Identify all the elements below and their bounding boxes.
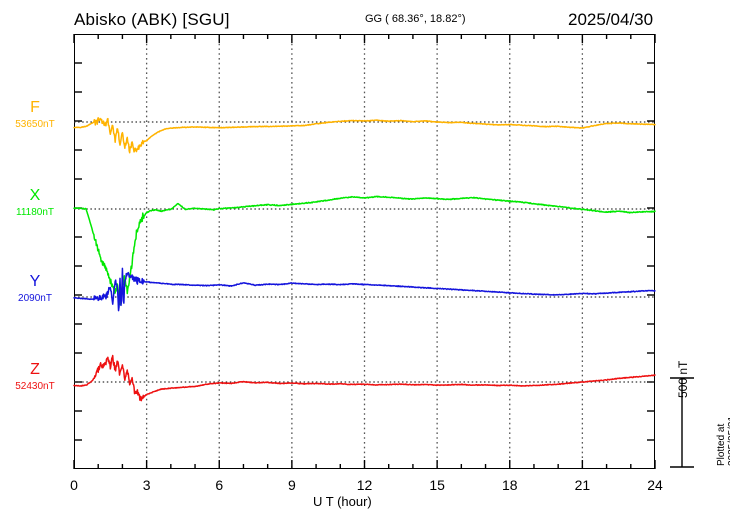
baseline-dotted-lines — [74, 121, 655, 383]
page-title: Abisko (ABK) [SGU] — [74, 10, 230, 29]
x-tick-label-6: 6 — [215, 477, 224, 493]
plotted-timestamp: Plotted at 2025/05/31 00:44 UT — [716, 415, 730, 466]
geographic-coordinates: GG ( 68.36°, 18.82°) — [365, 13, 466, 25]
x-axis-title: U T (hour) — [313, 494, 372, 509]
x-tick-label-3: 3 — [142, 477, 151, 493]
component-symbol-f: F — [30, 99, 40, 116]
x-tick-label-0: 0 — [70, 477, 78, 493]
component-symbol-y: Y — [29, 273, 41, 290]
component-label-x: X 11180nT — [2, 188, 68, 219]
x-tick-label-15: 15 — [429, 477, 445, 493]
scale-bar — [670, 377, 694, 468]
grid-lines — [145, 34, 584, 469]
component-symbol-z: Z — [30, 361, 40, 378]
x-tick-label-9: 9 — [287, 477, 296, 493]
component-label-z: Z 52430nT — [2, 362, 68, 393]
component-value-x: 11180nT — [16, 207, 54, 218]
x-tick-label-18: 18 — [501, 477, 518, 493]
component-label-f: F 53650nT — [2, 100, 68, 131]
component-label-y: Y 2090nT — [2, 274, 68, 305]
x-tick-label-21: 21 — [574, 477, 591, 493]
component-value-z: 52430nT — [15, 381, 55, 392]
component-symbol-x: X — [29, 187, 41, 204]
data-traces — [73, 117, 656, 402]
observation-date: 2025/04/30 — [568, 10, 654, 29]
component-value-f: 53650nT — [15, 119, 55, 130]
scale-bar-label: 500 nT — [676, 360, 690, 398]
component-value-y: 2090nT — [18, 293, 52, 304]
x-tick-label-24: 24 — [647, 477, 663, 493]
x-axis-ticks — [73, 34, 656, 469]
x-tick-label-12: 12 — [356, 477, 373, 493]
